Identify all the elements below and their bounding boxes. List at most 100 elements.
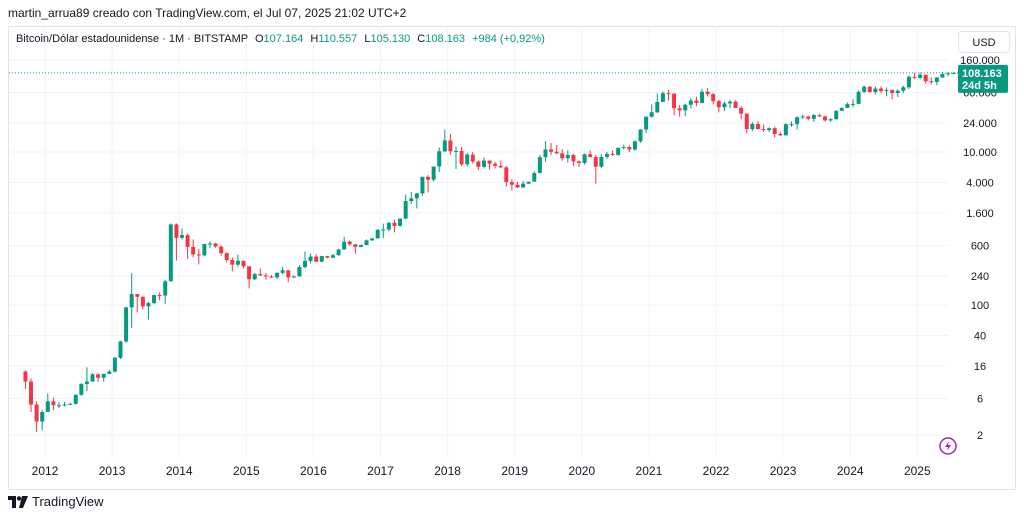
y-tick-label: 240 bbox=[971, 271, 989, 283]
candle-body bbox=[493, 163, 498, 166]
candle bbox=[358, 244, 363, 248]
candle bbox=[409, 192, 414, 204]
candle bbox=[219, 245, 224, 256]
candle bbox=[638, 129, 643, 143]
candle bbox=[571, 153, 576, 167]
candle-body bbox=[565, 154, 570, 159]
candle-body bbox=[431, 166, 436, 180]
candle bbox=[112, 356, 117, 373]
candle-body bbox=[73, 394, 78, 404]
candle bbox=[660, 91, 665, 103]
candle-body bbox=[219, 246, 224, 254]
high-label: H bbox=[310, 33, 319, 45]
candle-body bbox=[185, 235, 190, 247]
candle bbox=[124, 306, 129, 343]
last-price-value: 108.163 bbox=[962, 68, 1002, 80]
candle-body bbox=[269, 276, 274, 278]
candle bbox=[146, 301, 151, 320]
candle-body bbox=[744, 113, 749, 130]
candle-body bbox=[750, 123, 755, 130]
candle bbox=[806, 115, 811, 121]
x-tick-label: 2015 bbox=[233, 464, 260, 478]
candle-body bbox=[543, 149, 548, 158]
currency-button[interactable]: USD bbox=[958, 31, 1010, 53]
candle-body bbox=[951, 72, 956, 74]
candle bbox=[688, 98, 693, 109]
candle-body bbox=[621, 146, 626, 148]
candle bbox=[649, 104, 654, 118]
y-tick-label: 6 bbox=[977, 393, 983, 405]
candle bbox=[839, 107, 844, 112]
candle bbox=[811, 114, 816, 122]
candle bbox=[862, 85, 867, 94]
candle bbox=[252, 273, 257, 281]
candle-body bbox=[90, 374, 95, 382]
candle-body bbox=[515, 184, 520, 188]
candle-body bbox=[571, 154, 576, 162]
candle-body bbox=[839, 107, 844, 111]
candle bbox=[565, 150, 570, 163]
low-label: L bbox=[364, 33, 371, 45]
candle-body bbox=[213, 243, 218, 247]
candle bbox=[247, 266, 252, 289]
candle bbox=[118, 340, 123, 359]
candle bbox=[744, 113, 749, 134]
candle-body bbox=[498, 165, 503, 168]
candle bbox=[554, 145, 559, 155]
candle bbox=[353, 244, 358, 254]
candle-body bbox=[84, 381, 89, 384]
candle-body bbox=[280, 270, 285, 273]
candle bbox=[610, 150, 615, 156]
close-label: C bbox=[417, 33, 426, 45]
candle-body bbox=[403, 201, 408, 219]
candle bbox=[537, 155, 542, 174]
candle-body bbox=[437, 151, 442, 167]
x-tick-label: 2020 bbox=[568, 464, 595, 478]
candle-body bbox=[40, 411, 45, 422]
candle bbox=[733, 100, 738, 109]
candle-body bbox=[532, 173, 537, 182]
candle bbox=[627, 145, 632, 153]
candle bbox=[895, 89, 900, 97]
candle-body bbox=[940, 74, 945, 78]
candle bbox=[906, 75, 911, 89]
candle bbox=[330, 253, 335, 259]
candle-body bbox=[180, 235, 184, 238]
candle-body bbox=[789, 124, 794, 126]
candle-body bbox=[912, 76, 917, 78]
candle-body bbox=[554, 151, 559, 154]
candle-body bbox=[795, 117, 800, 125]
candle-body bbox=[672, 93, 677, 109]
candle bbox=[129, 273, 134, 329]
x-tick-label: 2021 bbox=[636, 464, 663, 478]
candle-body bbox=[118, 341, 123, 358]
candle-body bbox=[811, 115, 816, 119]
y-tick-label: 100 bbox=[971, 300, 989, 312]
candle-body bbox=[577, 161, 582, 163]
candle-body bbox=[146, 303, 151, 307]
x-tick-label: 2019 bbox=[501, 464, 528, 478]
candle-body bbox=[207, 243, 212, 245]
x-tick-label: 2023 bbox=[770, 464, 797, 478]
candle-body bbox=[386, 222, 391, 230]
candle-body bbox=[722, 103, 727, 108]
x-tick-label: 2016 bbox=[300, 464, 327, 478]
candle bbox=[912, 72, 917, 79]
candle bbox=[856, 90, 861, 105]
candle-body bbox=[325, 256, 330, 258]
x-tick-label: 2014 bbox=[166, 464, 193, 478]
candle bbox=[755, 121, 760, 130]
candle bbox=[722, 101, 727, 112]
candle bbox=[476, 160, 481, 171]
candle-body bbox=[800, 116, 805, 118]
candle-body bbox=[487, 160, 492, 164]
candle bbox=[772, 126, 777, 138]
candle-body bbox=[459, 150, 464, 165]
candle bbox=[174, 223, 179, 261]
candle-body bbox=[918, 74, 923, 78]
candle-body bbox=[79, 383, 84, 395]
candle-body bbox=[370, 238, 375, 241]
candle bbox=[604, 151, 609, 160]
candle-body bbox=[733, 101, 738, 108]
